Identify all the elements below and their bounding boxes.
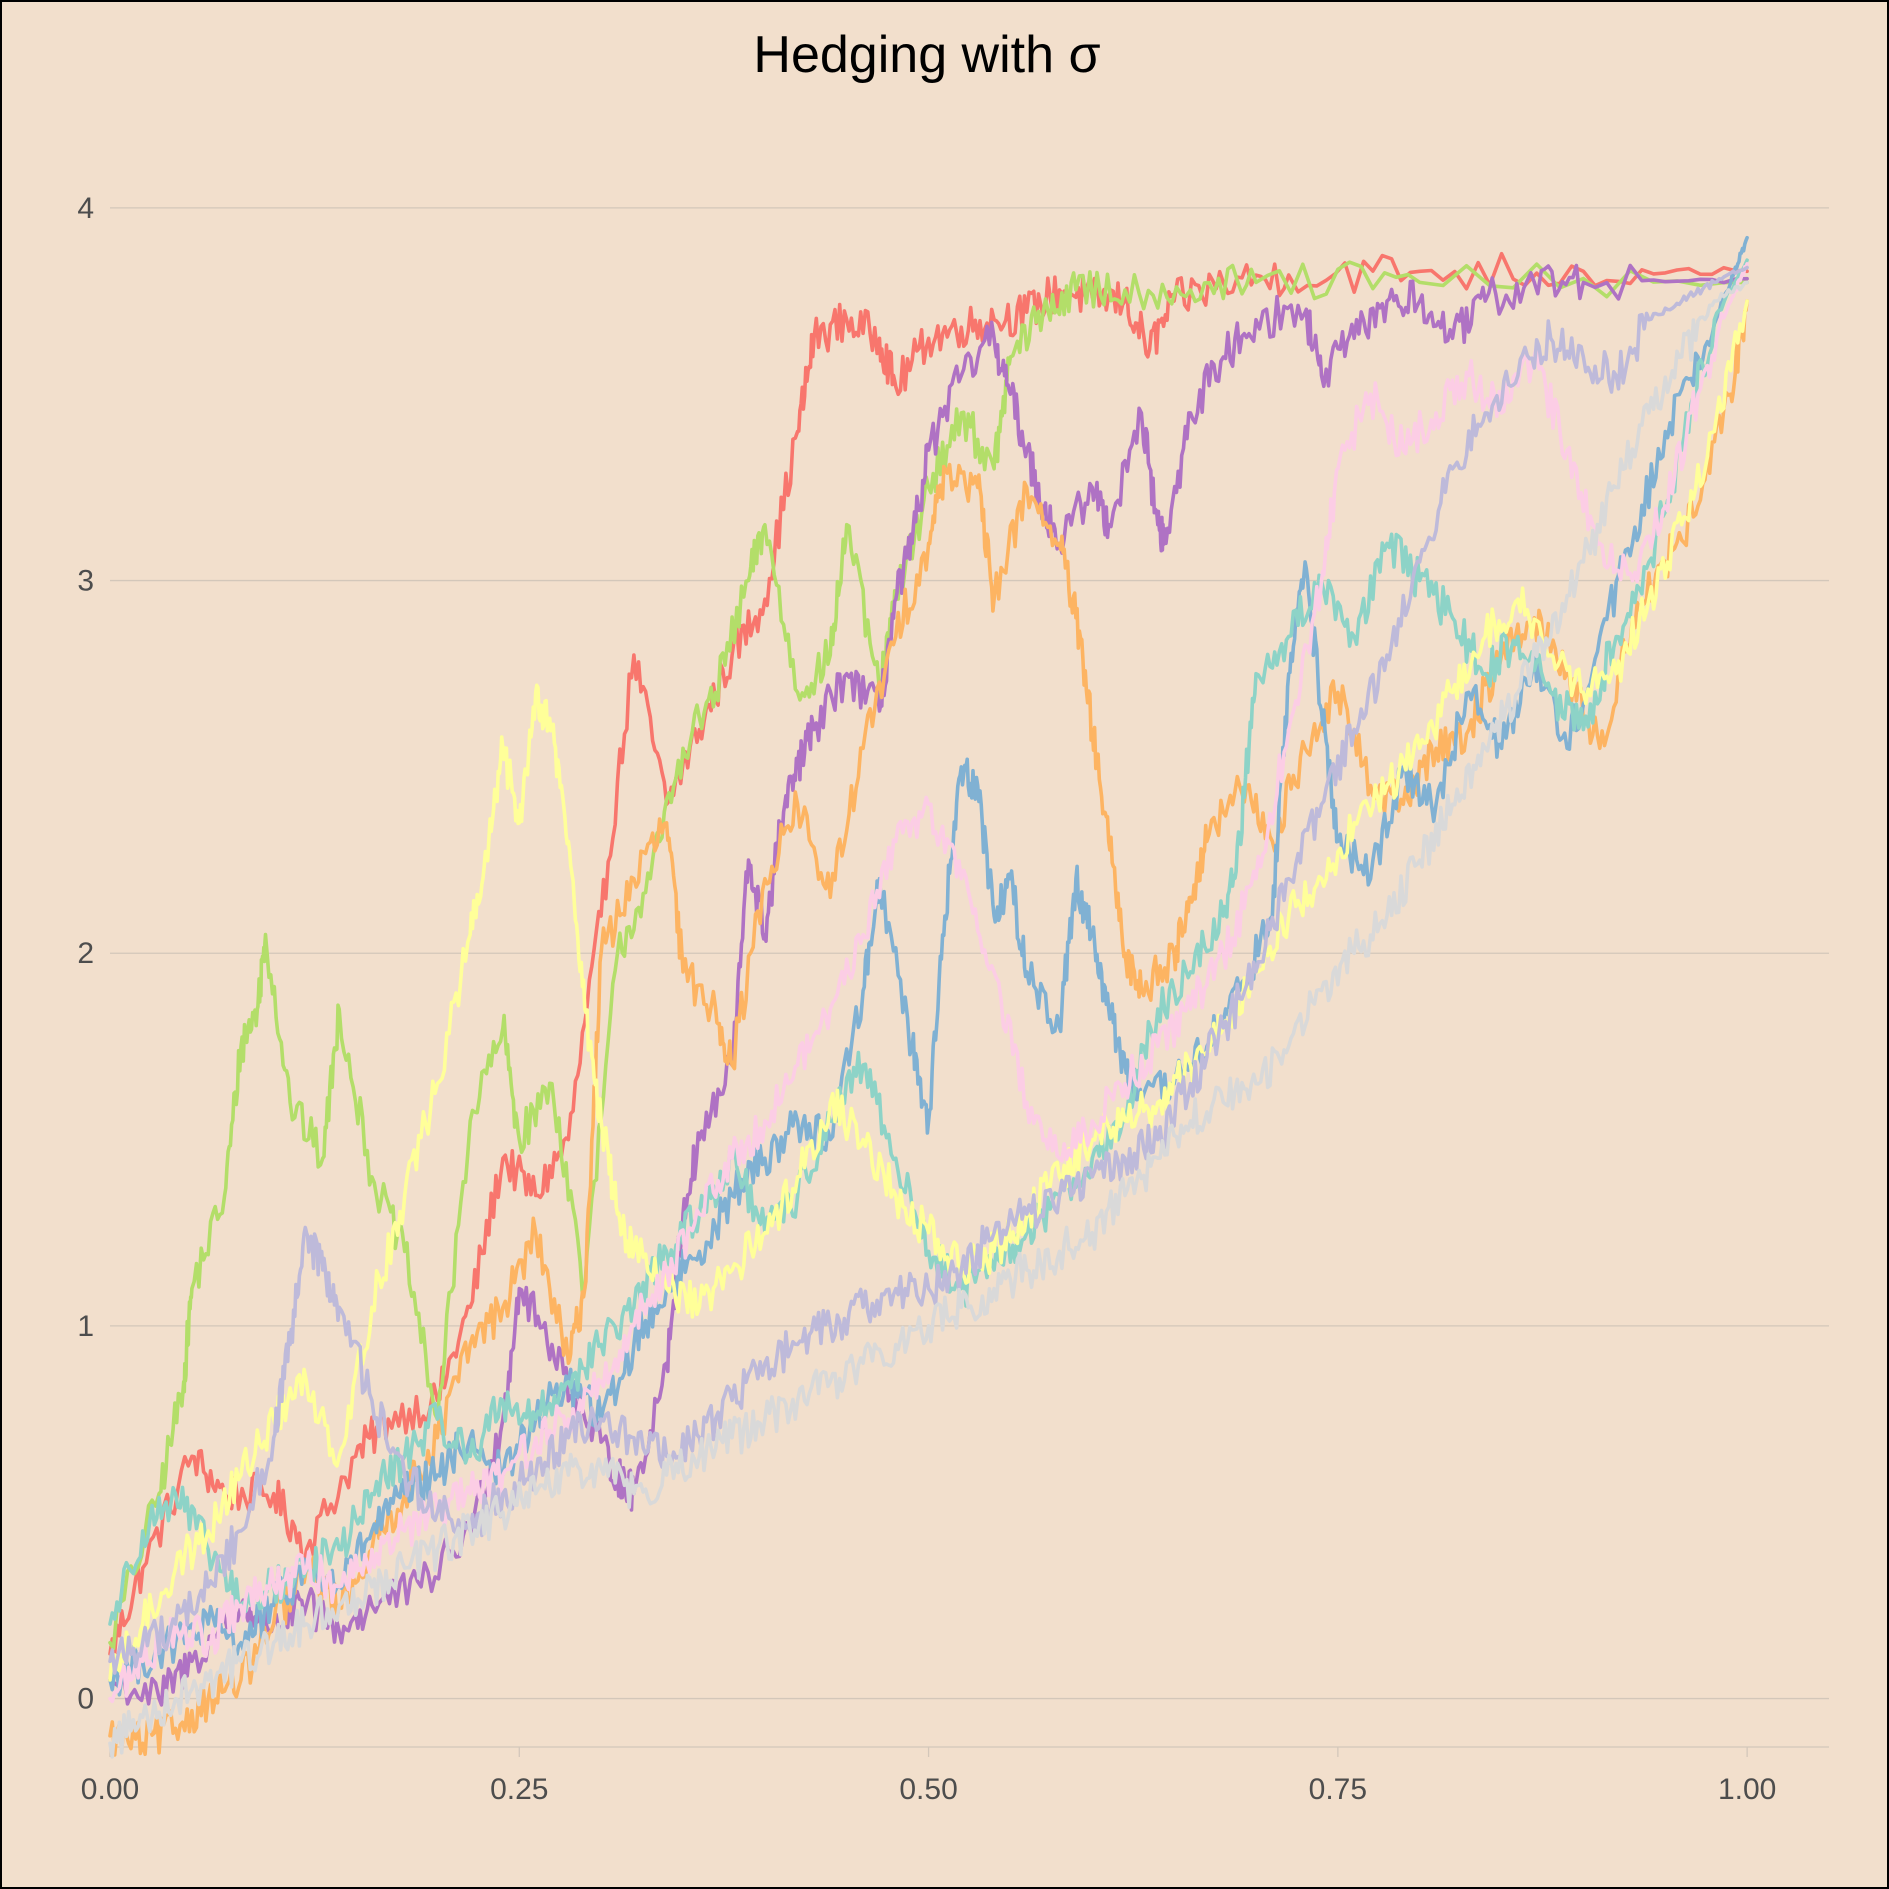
y-tick-label: 1	[77, 1310, 94, 1343]
x-tick-label: 0.50	[899, 1773, 957, 1806]
x-tick-label: 0.00	[81, 1773, 139, 1806]
grid-lines	[110, 207, 1829, 1748]
series-line-10	[108, 280, 1749, 1759]
series-line-5	[108, 235, 1749, 1697]
x-tick-label: 0.25	[490, 1773, 548, 1806]
y-tick-label: 0	[77, 1683, 94, 1716]
series-lines	[108, 235, 1749, 1759]
y-tick-label: 2	[77, 937, 94, 970]
series-line-1	[108, 251, 1749, 1656]
series-line-8	[108, 262, 1749, 1704]
axis-ticks: 0 1 2 3 4 0.00 0.25 0.50 0.75 1.00	[77, 192, 1776, 1806]
x-tick-label: 0.75	[1309, 1773, 1367, 1806]
y-tick-label: 4	[77, 192, 94, 225]
y-tick-label: 3	[77, 565, 94, 598]
series-line-6	[108, 258, 1749, 1626]
series-line-2	[108, 260, 1749, 1651]
x-tick-label: 1.00	[1718, 1773, 1776, 1806]
series-line-7	[108, 299, 1749, 1682]
chart-title: Hedging with σ	[753, 26, 1100, 84]
series-line-4	[108, 299, 1749, 1757]
series-line-9	[108, 265, 1749, 1675]
